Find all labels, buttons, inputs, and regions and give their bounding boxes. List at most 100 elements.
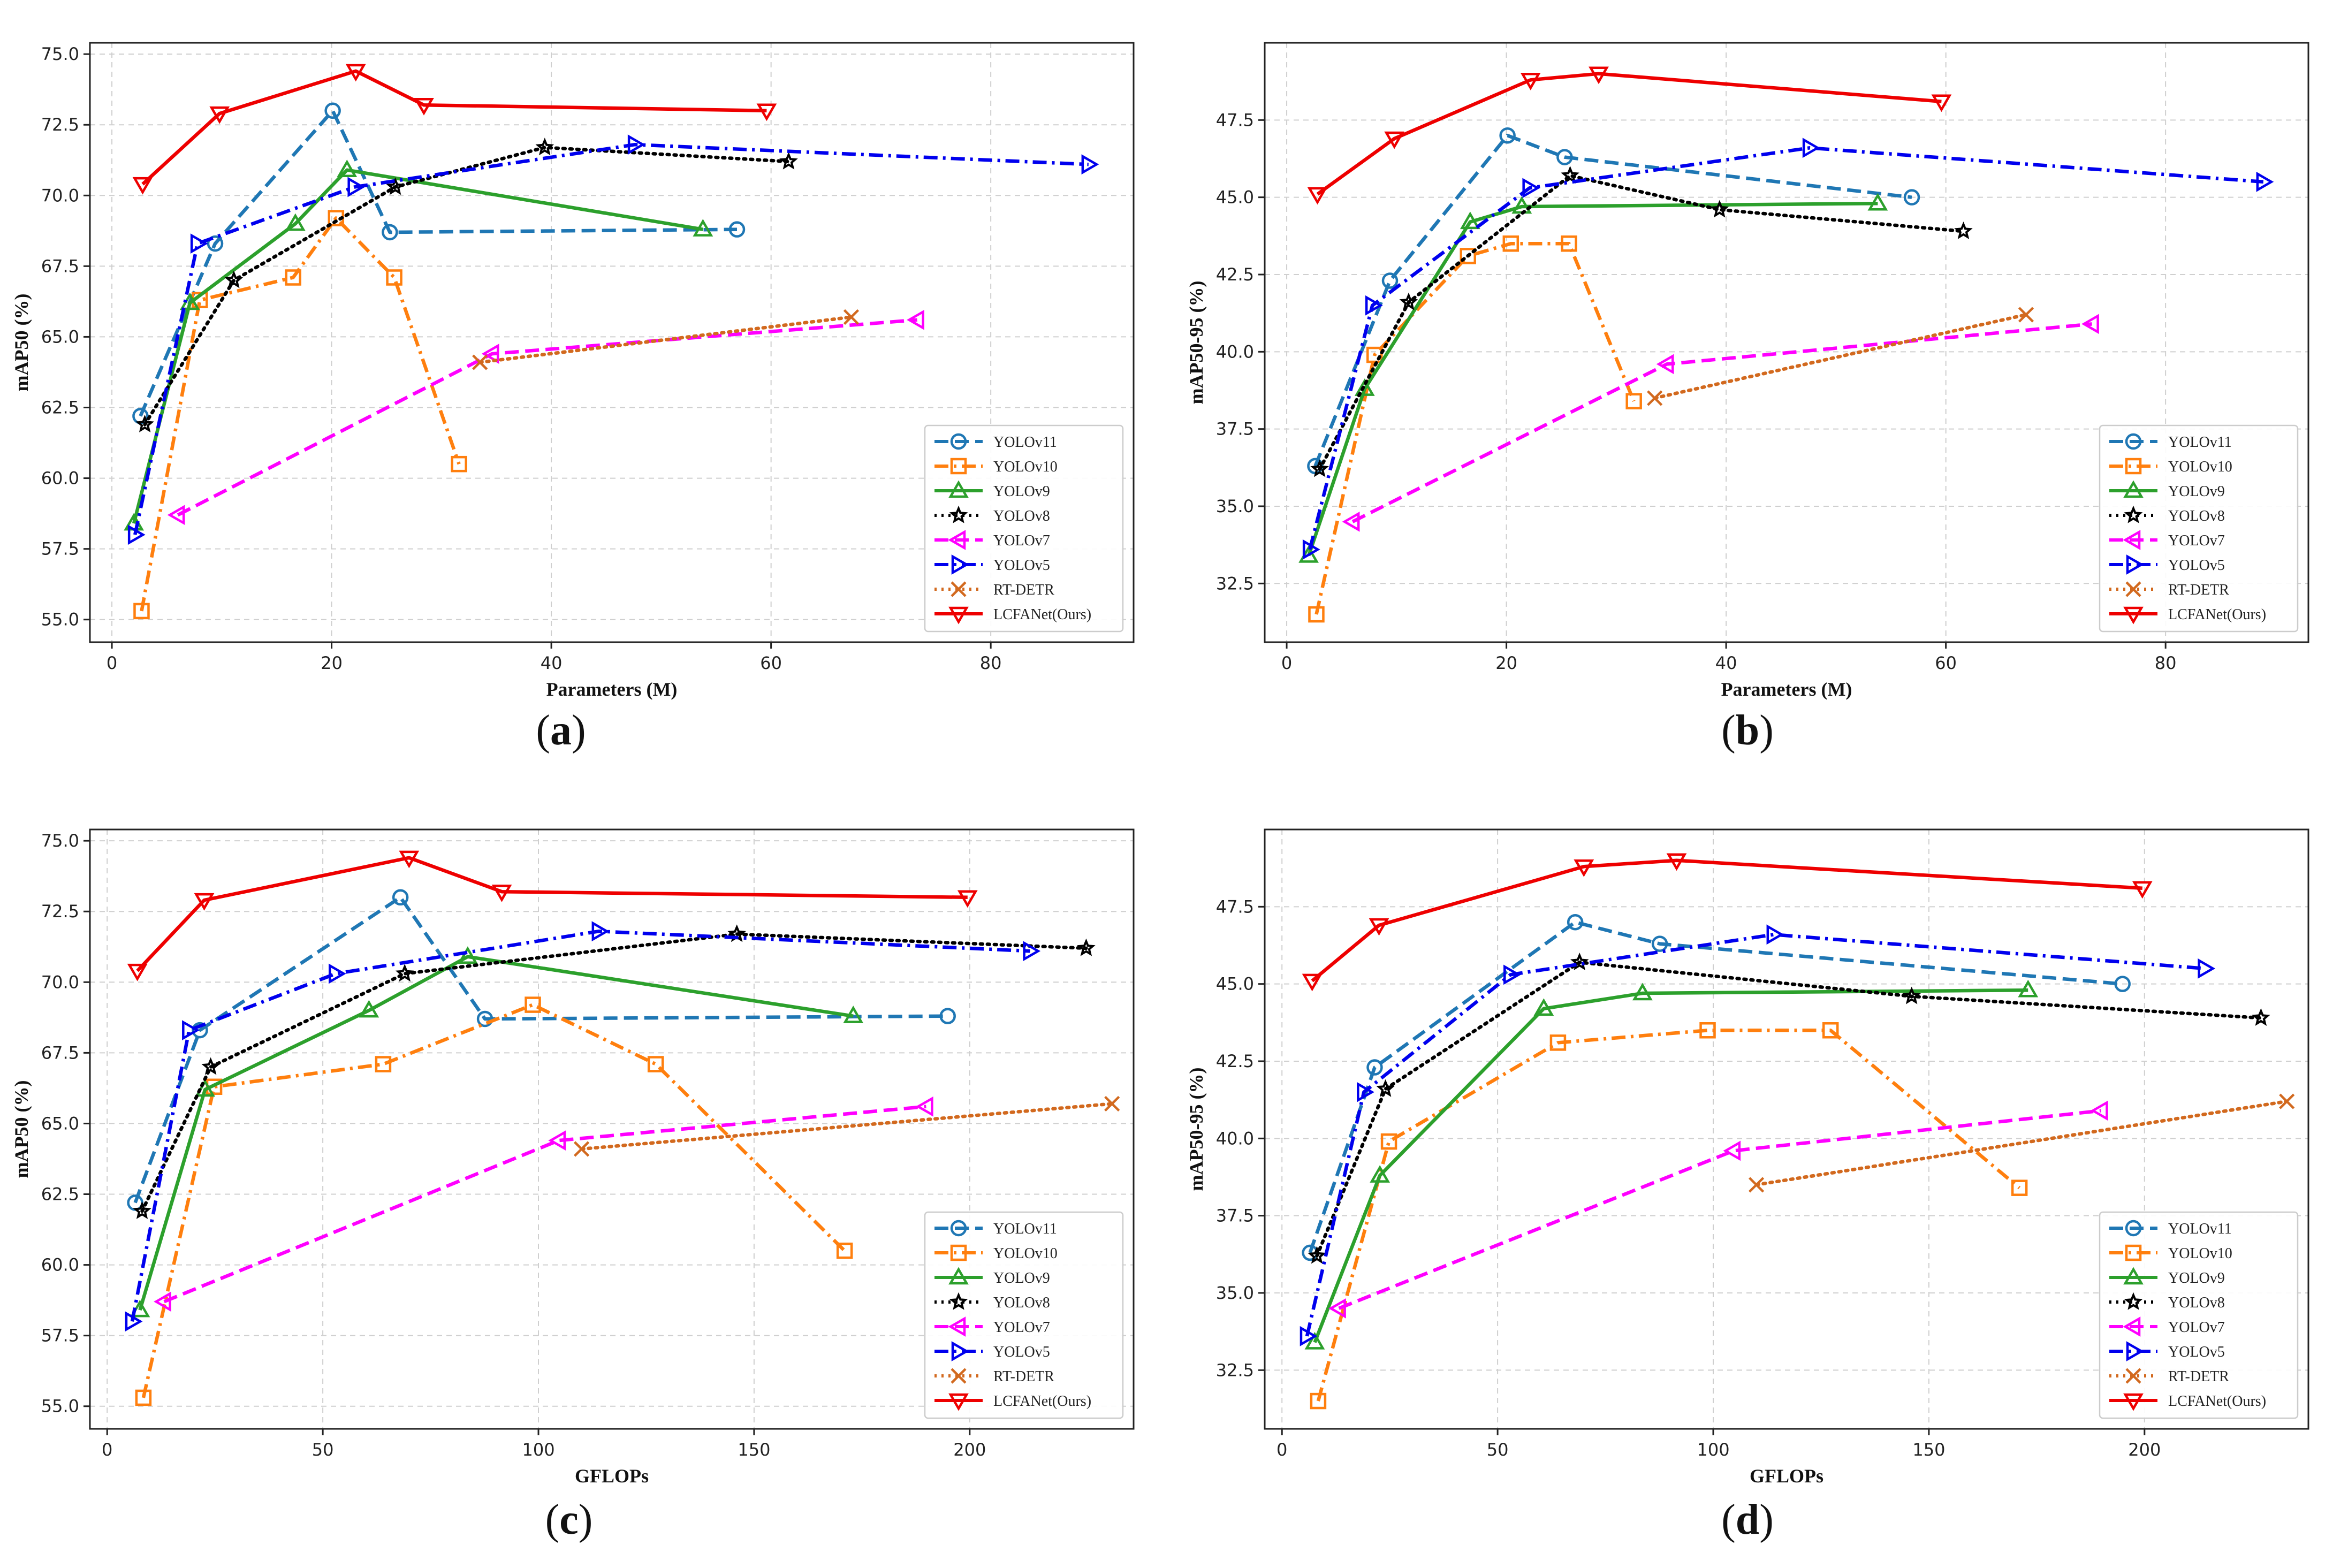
series-line-b-2	[1307, 201, 1878, 557]
data-point-a-5-2	[347, 177, 366, 197]
data-point-a-3-4	[779, 151, 798, 170]
legend-label-a-0: YOLOv11	[993, 434, 1057, 451]
legend-label-c-6: RT-DETR	[993, 1368, 1054, 1385]
panel-label-b: (b)	[1721, 707, 1774, 754]
series-line-a-1	[140, 216, 461, 612]
series-c-7	[127, 850, 978, 981]
data-point-a-0-3	[382, 224, 398, 241]
data-point-b-7-2	[1520, 73, 1541, 90]
data-point-d-7-0	[1302, 973, 1323, 992]
chart-c-svg: 0 50 100 150 200 55.0 57.5 60.0 62.5 65.0 67.5 70.0…	[11, 828, 1135, 1487]
data-point-c-4-1	[548, 1130, 566, 1151]
series-line-c-1	[141, 1003, 846, 1398]
y-tick-label-c: 67.5	[41, 1042, 79, 1063]
series-a-3	[135, 138, 798, 432]
series-c-4	[154, 1096, 933, 1312]
legend-label-c-7: LCFANet(Ours)	[993, 1393, 1091, 1410]
legend-c: YOLOv11 YOLOv10 YOLOv9 YOLOv8 YOLOv7 YOLOv5 RT…	[924, 1211, 1124, 1419]
data-point-a-4-2	[907, 309, 924, 330]
data-point-b-1-1	[1366, 346, 1383, 363]
data-point-a-7-3	[414, 97, 434, 116]
data-point-a-4-0	[167, 505, 185, 526]
data-point-c-7-1	[194, 893, 215, 911]
legend-box-a	[924, 424, 1124, 633]
data-point-a-3-3	[535, 138, 554, 156]
series-c-3	[133, 924, 1096, 1219]
data-point-d-1-2	[1549, 1034, 1567, 1051]
data-point-c-3-2	[395, 964, 414, 982]
legend-label-a-1: YOLOv10	[993, 459, 1058, 475]
x-axis-label-b: Parameters (M)	[1721, 679, 1852, 700]
series-line-d-3	[1315, 960, 2263, 1258]
data-point-b-5-4	[2256, 171, 2274, 192]
series-line-a-6	[478, 315, 853, 364]
series-line-b-7	[1316, 72, 1942, 196]
legend-label-a-6: RT-DETR	[993, 582, 1054, 598]
x-tick-label-b: 0	[1281, 653, 1292, 673]
y-axis-label-a: mAP50 (%)	[11, 294, 32, 392]
legend-marker-d-3	[2124, 1292, 2143, 1310]
chart-panel-c: 0 50 100 150 200 55.0 57.5 60.0 62.5 65.0 67.5 70.0…	[0, 787, 1172, 1547]
y-tick-label-b: 35.0	[1216, 496, 1254, 516]
panel-label-a: (a)	[536, 707, 586, 754]
y-tick-label-d: 32.5	[1216, 1360, 1254, 1380]
series-a-4	[167, 309, 924, 526]
y-tick-label-a: 65.0	[41, 326, 79, 347]
y-tick-label-a: 57.5	[41, 539, 79, 559]
series-line-c-4	[163, 1105, 926, 1304]
data-point-d-1-3	[1699, 1022, 1716, 1039]
data-point-a-1-0	[133, 603, 150, 620]
legend-marker-b-0	[2125, 433, 2142, 450]
y-tick-label-d: 42.5	[1216, 1051, 1254, 1071]
series-line-d-7	[1311, 858, 2142, 983]
x-tick-label-d: 0	[1276, 1440, 1287, 1460]
data-point-a-5-4	[1081, 154, 1099, 175]
legend-label-b-6: RT-DETR	[2168, 582, 2229, 598]
data-point-b-4-2	[2081, 314, 2099, 334]
data-point-d-4-2	[2090, 1100, 2108, 1121]
series-b-6	[1647, 307, 2034, 406]
legend-label-d-4: YOLOv7	[2168, 1319, 2225, 1336]
data-point-d-5-4	[2198, 958, 2216, 979]
x-tick-label-c: 50	[312, 1440, 334, 1460]
chart-d-svg: 0 50 100 150 200 32.5 35.0 37.5 40.0 42.5 45.0 47.5…	[1186, 828, 2309, 1487]
legend-marker-b-1	[2125, 458, 2142, 475]
data-point-d-7-4	[2132, 881, 2153, 899]
y-tick-label-d: 45.0	[1216, 974, 1254, 994]
y-tick-label-c: 57.5	[41, 1326, 79, 1346]
y-tick-label-c: 55.0	[41, 1396, 79, 1417]
data-point-b-0-4	[1903, 189, 1920, 205]
legend-box-b	[2099, 424, 2299, 633]
data-point-a-0-1	[207, 235, 224, 252]
data-point-a-5-1	[190, 233, 208, 254]
x-tick-label-c: 200	[953, 1440, 986, 1460]
data-point-b-5-0	[1302, 539, 1320, 560]
data-point-b-3-4	[1954, 222, 1973, 239]
data-point-d-4-0	[1328, 1298, 1346, 1319]
x-tick-label-a: 60	[760, 653, 782, 673]
plot-frame-b	[1264, 42, 2309, 643]
data-point-d-3-2	[1570, 952, 1589, 971]
x-tick-label-a: 0	[107, 653, 117, 673]
data-point-c-7-0	[127, 963, 148, 981]
y-tick-label-b: 45.0	[1216, 187, 1254, 208]
legend-label-c-3: YOLOv8	[993, 1295, 1050, 1311]
data-point-d-5-1	[1357, 1082, 1374, 1102]
series-line-b-4	[1351, 322, 2092, 523]
legend-marker-a-2	[948, 480, 969, 498]
legend-marker-d-2	[2123, 1267, 2144, 1285]
y-tick-label-d: 47.5	[1216, 896, 1254, 917]
legend-label-b-2: YOLOv9	[2168, 483, 2225, 500]
data-point-b-1-2	[1460, 248, 1476, 264]
data-point-a-2-4	[693, 219, 713, 237]
chart-panel-b: 0 20 40 60 80 32.5 35.0 37.5 40.0 42.5 45.0 47.5 Par…	[1175, 0, 2347, 760]
y-tick-label-b: 32.5	[1216, 573, 1254, 593]
series-line-b-3	[1318, 173, 1965, 471]
y-tick-label-d: 35.0	[1216, 1283, 1254, 1303]
series-d-1	[1310, 1022, 2028, 1410]
series-line-a-7	[141, 69, 767, 186]
legend-marker-d-4	[2123, 1316, 2141, 1337]
y-tick-label-c: 72.5	[41, 901, 79, 922]
legend-label-d-6: RT-DETR	[2168, 1368, 2229, 1385]
series-line-a-5	[133, 142, 1089, 535]
